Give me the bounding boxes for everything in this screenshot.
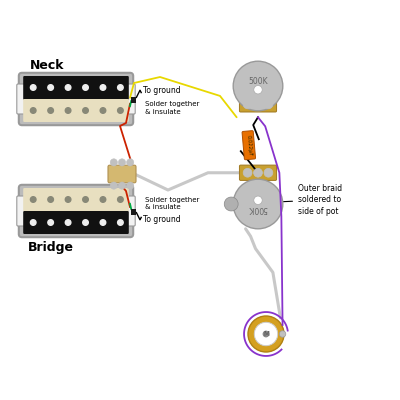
Circle shape (100, 220, 106, 225)
Text: Solder together
& insulate: Solder together & insulate (145, 197, 200, 210)
Circle shape (110, 182, 118, 189)
Circle shape (83, 108, 88, 113)
Circle shape (83, 197, 88, 202)
Circle shape (264, 168, 273, 177)
Text: 0.022μF: 0.022μF (245, 134, 252, 156)
Text: 500K: 500K (248, 77, 268, 86)
Circle shape (243, 168, 252, 177)
FancyBboxPatch shape (17, 84, 28, 114)
Circle shape (118, 220, 123, 225)
Circle shape (118, 197, 123, 202)
FancyBboxPatch shape (124, 196, 135, 226)
Circle shape (65, 85, 71, 90)
FancyBboxPatch shape (17, 196, 28, 226)
FancyBboxPatch shape (124, 84, 135, 114)
Circle shape (83, 85, 88, 90)
Circle shape (65, 108, 71, 113)
Circle shape (65, 197, 71, 202)
Circle shape (254, 86, 262, 94)
Circle shape (30, 197, 36, 202)
Circle shape (110, 159, 118, 166)
FancyBboxPatch shape (240, 97, 276, 112)
Text: Solder together
& insulate: Solder together & insulate (145, 101, 200, 114)
Text: Neck: Neck (30, 59, 64, 72)
Circle shape (224, 197, 238, 211)
Text: M: M (263, 331, 269, 337)
Text: 500K: 500K (248, 204, 268, 213)
Bar (131, 210, 136, 214)
FancyBboxPatch shape (19, 73, 133, 125)
FancyBboxPatch shape (19, 185, 133, 237)
Circle shape (65, 220, 71, 225)
FancyBboxPatch shape (23, 211, 129, 234)
Circle shape (248, 316, 284, 352)
Circle shape (254, 100, 262, 109)
Circle shape (118, 182, 126, 189)
Circle shape (100, 85, 106, 90)
Circle shape (118, 108, 123, 113)
Circle shape (233, 61, 283, 111)
Circle shape (254, 196, 262, 204)
Circle shape (264, 100, 273, 109)
Bar (131, 98, 136, 103)
FancyBboxPatch shape (240, 165, 276, 180)
Circle shape (254, 168, 262, 177)
Text: Outer braid
soldered to
side of pot: Outer braid soldered to side of pot (235, 184, 342, 216)
Circle shape (263, 331, 269, 337)
Circle shape (100, 108, 106, 113)
FancyBboxPatch shape (23, 99, 129, 122)
Circle shape (279, 331, 286, 337)
Circle shape (83, 220, 88, 225)
Circle shape (100, 197, 106, 202)
Text: To ground: To ground (143, 86, 180, 95)
Circle shape (118, 85, 123, 90)
Circle shape (126, 182, 134, 189)
FancyBboxPatch shape (23, 188, 129, 212)
FancyBboxPatch shape (242, 131, 256, 160)
Circle shape (30, 220, 36, 225)
Circle shape (48, 85, 54, 90)
Circle shape (30, 85, 36, 90)
Circle shape (233, 179, 283, 229)
Circle shape (126, 159, 134, 166)
Text: To ground: To ground (143, 215, 180, 224)
Circle shape (30, 108, 36, 113)
Circle shape (243, 100, 252, 109)
FancyBboxPatch shape (23, 76, 129, 100)
Text: Bridge: Bridge (28, 241, 74, 254)
Circle shape (48, 197, 54, 202)
FancyBboxPatch shape (108, 165, 136, 183)
Circle shape (48, 220, 54, 225)
Circle shape (118, 159, 126, 166)
Circle shape (48, 108, 54, 113)
Circle shape (254, 322, 278, 346)
